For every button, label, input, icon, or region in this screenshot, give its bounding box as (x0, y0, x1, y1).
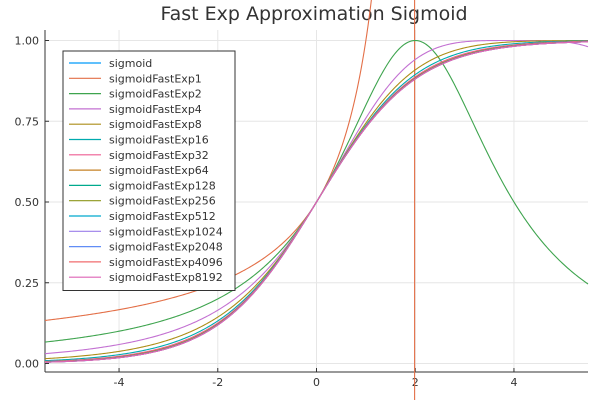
y-tick-label: 0.75 (15, 115, 40, 128)
x-tick-label: -4 (114, 376, 125, 389)
legend-label: sigmoidFastExp8 (109, 118, 202, 131)
series-line-sigmoidFastExp8192 (44, 41, 589, 363)
legend-label: sigmoidFastExp16 (109, 134, 209, 147)
x-tick-label: 4 (510, 376, 517, 389)
legend-label: sigmoidFastExp4 (109, 103, 202, 116)
legend-label: sigmoid (109, 57, 152, 70)
legend-label: sigmoidFastExp512 (109, 210, 216, 223)
chart-title: Fast Exp Approximation Sigmoid (160, 3, 467, 25)
y-tick-label: 0.50 (15, 196, 40, 209)
legend-label: sigmoidFastExp32 (109, 149, 209, 162)
series-layer (44, 0, 589, 400)
axes-layer: -4 -2 0 2 4 0.00 0.25 0.50 0.75 1.00 (15, 30, 588, 389)
y-tick-label: 0.00 (15, 358, 40, 371)
legend-label: sigmoidFastExp128 (109, 179, 216, 192)
x-tick-label: -2 (212, 376, 223, 389)
legend-label: sigmoidFastExp1024 (109, 225, 223, 238)
y-tick-label: 0.25 (15, 277, 40, 290)
legend-label: sigmoidFastExp4096 (109, 256, 223, 269)
x-tick-label: 2 (412, 376, 419, 389)
legend-label: sigmoidFastExp2048 (109, 241, 223, 254)
legend: sigmoid sigmoidFastExp1 sigmoidFastExp2 sig… (62, 50, 236, 291)
legend-label: sigmoidFastExp64 (109, 164, 209, 177)
x-tick-label: 0 (313, 376, 320, 389)
legend-label: sigmoidFastExp256 (109, 195, 216, 208)
y-tick-label: 1.00 (15, 35, 40, 48)
legend-box (62, 50, 236, 291)
legend-label: sigmoidFastExp2 (109, 88, 202, 101)
legend-label: sigmoidFastExp8192 (109, 271, 223, 284)
legend-label: sigmoidFastExp1 (109, 72, 202, 85)
